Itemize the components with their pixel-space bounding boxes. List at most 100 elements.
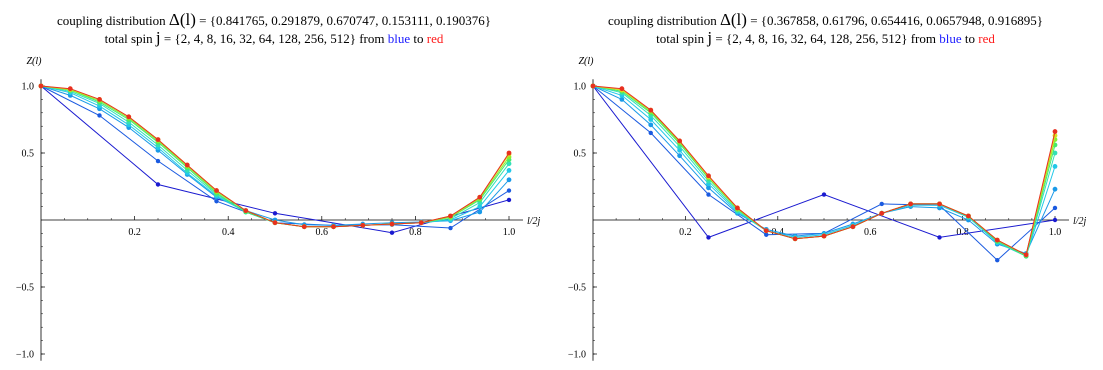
data-point	[821, 233, 827, 239]
x-axis-label: l/2j	[1073, 216, 1087, 227]
chart-title: coupling distribution Δ(l) = {0.841765, …	[0, 11, 548, 29]
data-point	[995, 258, 1000, 263]
chart-subtitle: total spin j = {2, 4, 8, 16, 32, 64, 128…	[548, 29, 1103, 47]
y-tick-label: −1.0	[16, 350, 34, 361]
data-point	[879, 201, 884, 207]
data-point	[67, 86, 73, 92]
data-point	[448, 225, 453, 231]
data-point	[677, 147, 683, 153]
data-point	[792, 236, 798, 242]
data-point	[331, 224, 336, 230]
data-point	[706, 192, 711, 197]
data-point	[126, 114, 132, 120]
delta-symbol: Δ(l)	[168, 10, 196, 29]
data-point	[155, 158, 161, 164]
subtitle-prefix: total spin	[104, 31, 156, 46]
y-tick-label: −0.5	[16, 283, 34, 294]
series-line	[40, 85, 510, 228]
data-point	[619, 86, 625, 92]
data-point	[477, 194, 483, 200]
data-point	[214, 199, 219, 204]
y-tick-label: 1.0	[574, 82, 587, 93]
x-tick-label: 1.0	[1049, 227, 1062, 238]
x-tick-label: 0.6	[864, 227, 877, 238]
series-spin-512	[38, 83, 512, 230]
title-prefix: coupling distribution	[56, 13, 169, 28]
data-point	[38, 83, 44, 89]
data-point	[706, 185, 711, 191]
x-tick-label: 0.8	[409, 227, 422, 238]
data-point	[97, 113, 102, 118]
data-point	[389, 221, 395, 227]
data-point	[477, 209, 483, 215]
data-point	[821, 192, 827, 197]
from-color-word: blue	[939, 31, 962, 46]
chart-subtitle: total spin j = {2, 4, 8, 16, 32, 64, 128…	[0, 29, 548, 47]
data-point	[850, 224, 856, 230]
series-line	[592, 85, 1056, 256]
data-point	[994, 237, 1000, 243]
subtitle-prefix: total spin	[656, 31, 708, 46]
data-point	[648, 107, 654, 113]
delta-values: = {0.367858, 0.61796, 0.654416, 0.065794…	[746, 13, 1043, 28]
data-point	[418, 220, 424, 226]
data-point	[506, 168, 512, 173]
y-tick-label: −0.5	[568, 283, 586, 294]
data-point	[764, 232, 769, 237]
data-point	[506, 150, 512, 156]
data-point	[506, 197, 512, 203]
data-point	[677, 153, 683, 159]
data-point	[908, 201, 914, 207]
data-point	[1023, 252, 1029, 258]
data-point	[301, 224, 307, 230]
series-line	[40, 85, 510, 228]
series-line	[592, 85, 1056, 255]
line-chart-left: 0.2 0.4 0.6 0.8 1.0 −1.0 −0.5 0.5 1.0 Z(l) l/2j	[16, 56, 541, 361]
data-point	[706, 173, 711, 179]
data-point	[879, 210, 885, 216]
y-tick-label: −1.0	[568, 350, 586, 361]
spin-values: = {2, 4, 8, 16, 32, 64, 128, 256, 512} f…	[160, 31, 388, 46]
series-line	[592, 85, 1056, 238]
data-point	[155, 182, 161, 187]
data-point	[448, 213, 453, 219]
chart-panel-right: coupling distribution Δ(l) = {0.367858, …	[548, 0, 1103, 370]
series-spin-2	[590, 83, 1058, 240]
data-point	[965, 213, 971, 219]
y-tick-label: 0.5	[574, 149, 587, 160]
data-point	[243, 208, 249, 214]
data-point	[1052, 129, 1058, 134]
data-point	[734, 205, 740, 211]
from-color-word: blue	[387, 31, 411, 46]
series-line	[40, 85, 510, 228]
to-word: to	[961, 31, 979, 46]
line-chart-right: 0.2 0.4 0.6 0.8 1.0−1.0−0.50.51.0Z(l)l/2j	[568, 56, 1087, 361]
chart-title: coupling distribution Δ(l) = {0.367858, …	[548, 11, 1103, 29]
x-tick-label: 0.2	[128, 227, 141, 238]
x-tick-label: 0.2	[679, 227, 692, 238]
data-point	[272, 211, 278, 216]
data-point	[677, 138, 683, 144]
data-point	[184, 162, 190, 168]
y-tick-label: 1.0	[22, 82, 35, 93]
data-point	[155, 137, 161, 143]
series-spin-512	[590, 83, 1058, 258]
data-point	[1052, 186, 1058, 192]
data-point	[648, 122, 654, 128]
y-tick-label: 0.5	[22, 149, 35, 160]
data-point	[706, 235, 711, 240]
x-axis-label: l/2j	[527, 216, 541, 227]
data-point	[1052, 217, 1058, 223]
series-line	[40, 85, 510, 228]
x-tick-label: 0.8	[956, 227, 969, 238]
data-point	[1052, 205, 1058, 211]
data-point	[360, 222, 366, 228]
data-point	[937, 235, 942, 240]
data-point	[590, 83, 596, 89]
data-point	[389, 230, 395, 235]
data-point	[1052, 164, 1058, 169]
delta-values: = {0.841765, 0.291879, 0.670747, 0.15311…	[195, 13, 492, 28]
data-point	[648, 130, 653, 136]
data-point	[506, 161, 512, 167]
spin-symbol: j	[155, 28, 161, 47]
